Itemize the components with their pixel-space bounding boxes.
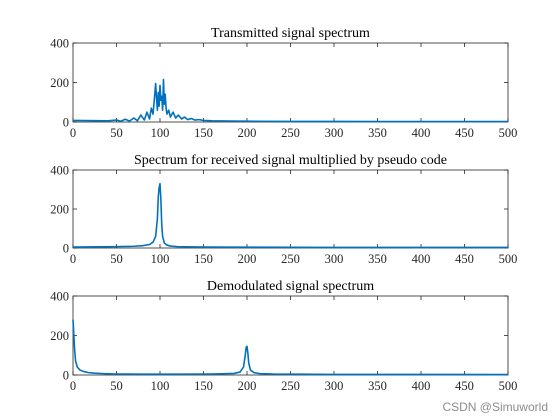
x-tick-label: 0 bbox=[70, 252, 76, 266]
axes-box bbox=[72, 169, 509, 249]
axes-box bbox=[72, 42, 509, 123]
x-tick-label: 50 bbox=[110, 379, 123, 393]
x-tick-label: 350 bbox=[368, 252, 387, 266]
subplot-1: Transmitted signal spectrum 0 50 100 150 200 2… bbox=[50, 26, 517, 140]
x-tick-label: 400 bbox=[412, 252, 431, 266]
x-tick-label: 450 bbox=[455, 252, 474, 266]
series-line-1 bbox=[72, 78, 508, 123]
chart-title: Transmitted signal spectrum bbox=[211, 26, 370, 41]
x-tick-label: 450 bbox=[455, 126, 474, 140]
x-tick-label: 350 bbox=[368, 126, 387, 140]
x-tick-label: 300 bbox=[325, 252, 344, 266]
y-tick-label: 0 bbox=[63, 242, 69, 256]
x-tick-label: 500 bbox=[499, 252, 518, 266]
x-tick-label: 150 bbox=[194, 252, 213, 266]
watermark: CSDN @Simuworld bbox=[442, 400, 548, 414]
x-tick-label: 250 bbox=[281, 126, 300, 140]
x-tick-label: 200 bbox=[238, 126, 257, 140]
x-tick-label: 450 bbox=[455, 379, 474, 393]
y-tick-label: 400 bbox=[50, 290, 69, 304]
chart-title: Demodulated signal spectrum bbox=[207, 279, 374, 294]
x-tick-label: 200 bbox=[238, 252, 257, 266]
y-tick-label: 0 bbox=[63, 116, 69, 130]
y-tick-label: 400 bbox=[50, 37, 69, 51]
x-tick-label: 500 bbox=[499, 126, 518, 140]
x-tick-label: 0 bbox=[70, 126, 76, 140]
x-tick-label: 50 bbox=[110, 252, 123, 266]
x-tick-label: 0 bbox=[70, 379, 76, 393]
x-tick-label: 200 bbox=[238, 379, 257, 393]
x-tick-label: 300 bbox=[325, 379, 344, 393]
x-tick-label: 350 bbox=[368, 379, 387, 393]
x-tick-label: 100 bbox=[151, 126, 170, 140]
x-tick-label: 250 bbox=[281, 252, 300, 266]
x-tick-label: 250 bbox=[281, 379, 300, 393]
x-tick-label: 100 bbox=[151, 252, 170, 266]
y-tick-label: 400 bbox=[50, 164, 69, 178]
y-tick-label: 200 bbox=[50, 203, 69, 217]
series-line-1 bbox=[72, 182, 508, 249]
axes-box bbox=[72, 295, 509, 376]
subplot-3: Demodulated signal spectrum 0 50 100 150 200 2… bbox=[50, 279, 517, 393]
x-tick-label: 500 bbox=[499, 379, 518, 393]
x-tick-label: 50 bbox=[110, 126, 123, 140]
y-tick-label: 200 bbox=[50, 76, 69, 90]
x-tick-label: 150 bbox=[194, 379, 213, 393]
x-tick-label: 400 bbox=[412, 379, 431, 393]
series-line-1 bbox=[72, 319, 509, 376]
x-tick-label: 400 bbox=[412, 126, 431, 140]
x-tick-label: 100 bbox=[151, 379, 170, 393]
y-tick-label: 0 bbox=[63, 369, 69, 383]
y-tick-label: 200 bbox=[50, 329, 69, 343]
x-tick-label: 300 bbox=[325, 126, 344, 140]
subplot-2: Spectrum for received signal multiplied … bbox=[50, 153, 517, 266]
chart-title: Spectrum for received signal multiplied … bbox=[134, 153, 447, 168]
x-tick-label: 150 bbox=[194, 126, 213, 140]
